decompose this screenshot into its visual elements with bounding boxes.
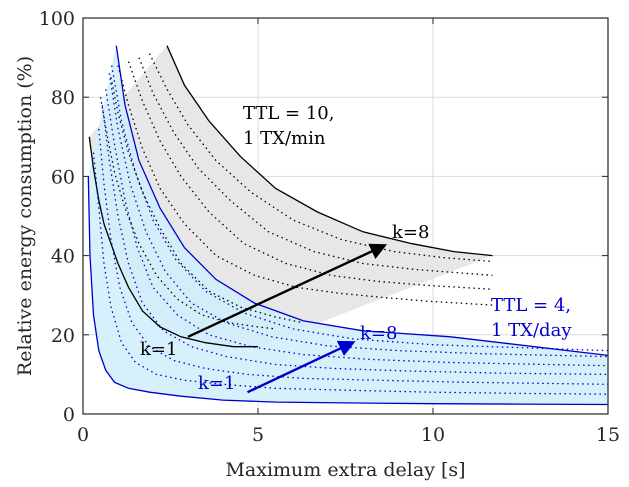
ttl10-series-k7 bbox=[148, 53, 493, 263]
annotations: k=1 k=8 TTL = 10, 1 TX/min k=1 k=8 TTL = 4, 1 T… bbox=[140, 103, 572, 394]
ttl4-band-fill bbox=[88, 45, 609, 405]
ttl10-series-k5 bbox=[127, 61, 493, 290]
ttl4-label-line1: TTL = 4, bbox=[491, 295, 571, 316]
ttl4-series-k5 bbox=[105, 89, 609, 367]
x-tick-label: 15 bbox=[596, 424, 620, 446]
x-tick-label: 5 bbox=[252, 424, 264, 446]
ttl10-k-end-label: k=8 bbox=[392, 222, 429, 243]
y-tick-label: 60 bbox=[51, 166, 75, 188]
y-tick-label: 100 bbox=[39, 8, 75, 30]
x-tick-label: 10 bbox=[421, 424, 445, 446]
series-lines bbox=[87, 45, 609, 406]
y-tick-label: 80 bbox=[51, 87, 75, 109]
axes: 0 5 10 15 0 20 40 60 80 100 Maximum extra delay [s… bbox=[14, 8, 620, 481]
y-tick-label: 20 bbox=[51, 325, 75, 347]
ttl10-label-line1: TTL = 10, bbox=[243, 103, 334, 124]
y-tick-label: 40 bbox=[51, 246, 75, 268]
x-axis-label: Maximum extra delay [s] bbox=[225, 459, 465, 481]
ttl4-label-line2: 1 TX/day bbox=[491, 320, 572, 341]
band-fills bbox=[88, 45, 609, 405]
ttl4-series-k8 bbox=[115, 45, 609, 357]
ttl4-series-k3 bbox=[98, 128, 609, 385]
ttl4-k-end-label: k=8 bbox=[360, 323, 397, 344]
ttl4-k-start-label: k=1 bbox=[198, 373, 235, 394]
ttl10-k-start-label: k=1 bbox=[140, 339, 177, 360]
y-tick-label: 0 bbox=[63, 404, 75, 426]
ttl4-series-k4 bbox=[101, 105, 609, 376]
ttl4-k-arrow bbox=[246, 340, 356, 394]
axes-box bbox=[82, 17, 609, 415]
ttl4-series-k2 bbox=[92, 152, 609, 395]
ttl10-series-k1 bbox=[88, 136, 258, 348]
x-tick-label: 0 bbox=[77, 424, 89, 446]
ttl10-series-k8 bbox=[166, 45, 493, 257]
ttl4-series-k1 bbox=[87, 176, 609, 406]
ttl10-k-arrow bbox=[187, 243, 388, 338]
ttl10-label-line2: 1 TX/min bbox=[243, 128, 326, 149]
ttl10-series-k6 bbox=[138, 57, 493, 277]
y-axis-label: Relative energy consumption (%) bbox=[14, 56, 36, 376]
